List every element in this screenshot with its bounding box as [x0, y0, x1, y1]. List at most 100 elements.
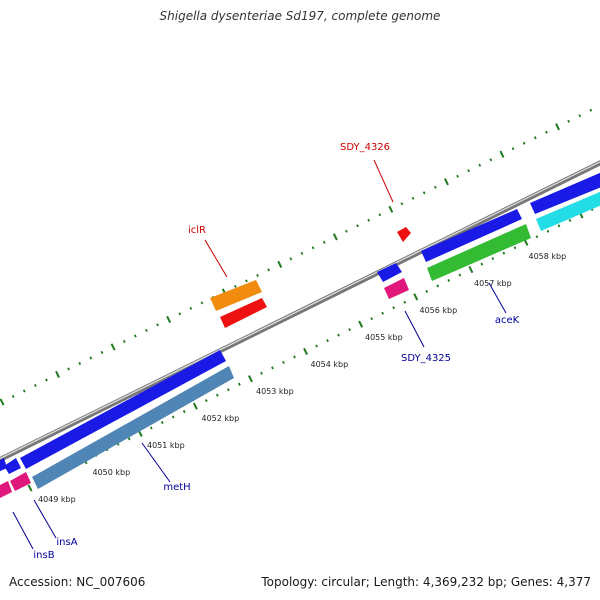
inner-minor-tick [546, 229, 550, 233]
outer-minor-tick [467, 169, 471, 173]
gene-label-aceK[interactable]: aceK [495, 315, 520, 326]
leader-SDY_4325 [404, 310, 425, 348]
feature-aceK[interactable] [536, 191, 600, 231]
outer-minor-tick [378, 213, 382, 217]
inner-minor-tick [568, 218, 572, 222]
outer-minor-tick [478, 163, 482, 167]
outer-major-tick [332, 233, 338, 241]
inner-minor-tick [282, 360, 285, 364]
feature-left-blue-2[interactable] [4, 458, 21, 474]
gene-label-insB[interactable]: insB [33, 550, 54, 561]
outer-tick-ring [0, 108, 593, 406]
gene-label-SDY_4326[interactable]: SDY_4326 [340, 142, 390, 153]
feature-aceK-partner[interactable] [427, 224, 531, 281]
feature-iclR[interactable] [210, 280, 262, 311]
gene-label-metH[interactable]: metH [163, 482, 190, 493]
inner-major-tick [303, 347, 308, 356]
accession-text: Accession: NC_007606 [9, 575, 146, 589]
outer-minor-tick [245, 279, 248, 283]
inner-minor-tick [226, 388, 230, 392]
outer-minor-tick [489, 158, 493, 162]
inner-minor-tick [149, 426, 153, 430]
outer-minor-tick [156, 323, 159, 327]
outer-minor-tick [267, 268, 271, 272]
outer-minor-tick [67, 367, 71, 371]
scale-label: 4057 kbp [474, 279, 512, 288]
inner-minor-tick [337, 333, 340, 337]
inner-minor-tick [480, 262, 484, 266]
inner-minor-tick [447, 278, 451, 283]
feature-SDY_4325-forward[interactable] [377, 263, 402, 282]
outer-minor-tick [78, 361, 82, 365]
outer-major-tick [444, 178, 449, 186]
outer-minor-tick [345, 229, 348, 233]
inner-minor-tick [293, 355, 296, 359]
feature-metH[interactable] [32, 366, 234, 489]
inner-tick-ring [27, 207, 594, 492]
feature-SDY_4326[interactable] [397, 227, 411, 242]
outer-major-tick [499, 150, 505, 158]
inner-minor-tick [326, 339, 329, 343]
outer-minor-tick [322, 240, 326, 244]
outer-major-tick [110, 343, 116, 351]
topology-text: Topology: circular; Length: 4,369,232 bp… [261, 575, 591, 589]
feature-aceA[interactable] [530, 172, 600, 214]
outer-minor-tick [133, 334, 137, 338]
feature-SDY_4325[interactable] [384, 278, 409, 299]
inner-minor-tick [260, 371, 263, 375]
inner-minor-tick [315, 344, 318, 348]
gene-label-insA[interactable]: insA [56, 537, 77, 548]
outer-minor-tick [311, 246, 315, 250]
inner-minor-tick [370, 317, 374, 321]
outer-minor-tick [545, 130, 548, 134]
feature-iclR-partner[interactable] [220, 298, 267, 328]
outer-minor-tick [367, 218, 371, 222]
outer-minor-tick [189, 306, 193, 310]
inner-minor-tick [182, 410, 186, 414]
outer-minor-tick [567, 119, 571, 123]
outer-minor-tick [433, 185, 437, 189]
outer-minor-tick [400, 202, 404, 206]
inner-major-tick [248, 375, 253, 383]
outer-minor-tick [456, 174, 459, 178]
feature-insA[interactable] [10, 472, 31, 491]
scale-label: 4055 kbp [365, 333, 403, 342]
feature-insB[interactable] [0, 481, 12, 499]
outer-minor-tick [145, 328, 148, 332]
outer-minor-tick [45, 378, 48, 382]
leader-insA [33, 499, 57, 539]
gene-label-SDY_4325[interactable]: SDY_4325 [401, 353, 451, 364]
outer-minor-tick [33, 383, 37, 388]
feature-track [0, 172, 600, 499]
inner-minor-tick [271, 366, 274, 370]
leader-SDY_4326 [373, 159, 394, 203]
map-title: Shigella dysenteriae Sd197, complete gen… [159, 9, 441, 23]
outer-minor-tick [533, 136, 537, 140]
outer-minor-tick [233, 284, 237, 288]
inner-minor-tick [204, 399, 208, 403]
outer-minor-tick [89, 356, 93, 360]
inner-minor-tick [458, 273, 462, 277]
outer-minor-tick [11, 394, 15, 399]
inner-minor-tick [171, 415, 175, 419]
feature-metH-forward[interactable] [20, 350, 226, 469]
outer-minor-tick [100, 350, 104, 354]
inner-minor-tick [215, 393, 219, 397]
outer-minor-tick [422, 191, 426, 195]
outer-minor-tick [256, 273, 259, 277]
outer-minor-tick [289, 257, 293, 261]
outer-minor-tick [200, 301, 204, 305]
outer-minor-tick [356, 224, 359, 228]
outer-major-tick [388, 205, 394, 213]
outer-minor-tick [178, 312, 182, 316]
scale-label: 4052 kbp [202, 414, 240, 423]
feature-aceB[interactable] [421, 209, 522, 262]
inner-minor-tick [127, 437, 131, 441]
inner-minor-tick [392, 306, 396, 310]
genome-backbone [0, 160, 600, 463]
inner-major-tick [27, 484, 33, 492]
inner-major-tick [413, 293, 419, 301]
gene-label-iclR[interactable]: iclR [188, 225, 206, 236]
gene-labels: SDY_4326 iclR SDY_4325 aceK metH insA in… [33, 142, 519, 561]
inner-minor-tick [403, 300, 407, 304]
